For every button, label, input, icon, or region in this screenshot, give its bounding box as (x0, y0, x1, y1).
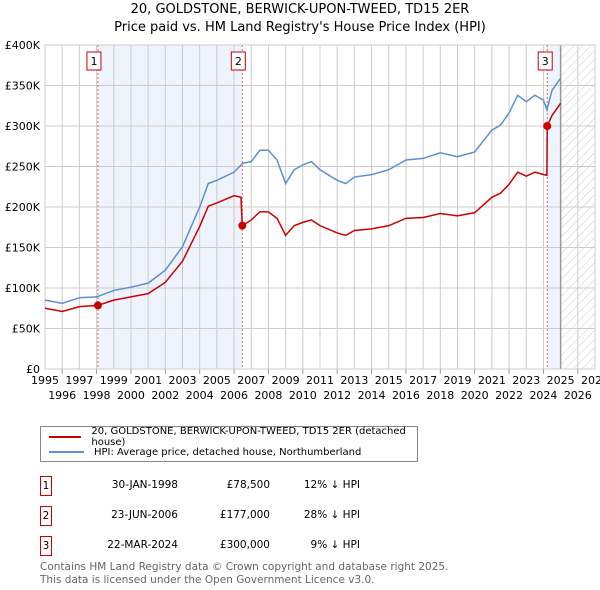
sale-point (543, 122, 552, 130)
sale-marker-label: 1 (90, 55, 97, 68)
sale-marker-label: 2 (40, 506, 52, 526)
sale-price: £300,000 (219, 539, 270, 551)
x-tick-label: 2008 (254, 389, 282, 402)
x-tick-label: 2022 (495, 389, 523, 402)
y-tick-label: £50K (12, 323, 41, 336)
x-tick-label: 2004 (186, 389, 214, 402)
x-tick-label: 2015 (375, 374, 403, 387)
x-tick-label: 2016 (392, 389, 420, 402)
chart-title: 20, GOLDSTONE, BERWICK-UPON-TWEED, TD15 … (130, 2, 470, 17)
x-tick-label: 2026 (564, 389, 592, 402)
sale-marker-label: 3 (542, 55, 549, 68)
legend-label: 20, GOLDSTONE, BERWICK-UPON-TWEED, TD15 … (91, 426, 406, 448)
x-tick-label: 2023 (512, 374, 540, 387)
sale-marker-label: 2 (235, 55, 242, 68)
x-tick-label: 2014 (358, 389, 386, 402)
hpi-line (44, 77, 562, 305)
y-tick-label: £200K (5, 201, 41, 214)
x-tick-label: 2000 (117, 389, 145, 402)
sale-marker-label: 1 (40, 476, 52, 496)
x-tick-label: 2017 (409, 374, 437, 387)
x-tick-label: 2021 (478, 374, 506, 387)
x-tick-label: 2020 (461, 389, 489, 402)
sale-point (93, 301, 102, 310)
sale-hpi-diff: 9% ↓ HPI (310, 539, 360, 551)
y-tick-label: £100K (5, 282, 41, 295)
plot-area: 1995 1996 1997 1998 1999 2000 2001 2002 2003 2004… (5, 39, 600, 402)
y-tick-label: £250K (5, 161, 41, 174)
x-tick-label: 2010 (289, 389, 317, 402)
x-tick-label: 1998 (83, 389, 111, 402)
x-tick-label: 2006 (220, 389, 248, 402)
x-tick-label: 1996 (48, 389, 76, 402)
sale-point (238, 221, 247, 230)
y-tick-label: £300K (5, 120, 41, 133)
y-tick-label: £0 (26, 363, 40, 376)
sale-date: 22-MAR-2024 (107, 539, 178, 551)
legend: 20, GOLDSTONE, BERWICK-UPON-TWEED, TD15 … (40, 426, 418, 462)
y-tick-label: £350K (5, 80, 41, 93)
x-tick-label: 2003 (169, 374, 197, 387)
plot-border (44, 44, 596, 370)
x-tick-label: 2007 (237, 374, 265, 387)
x-tick-label: 2019 (444, 374, 472, 387)
x-tick-label: 2018 (426, 389, 454, 402)
x-tick-label: 2025 (547, 374, 575, 387)
sale-date: 30-JAN-1998 (111, 479, 178, 491)
x-tick-label: 2009 (272, 374, 300, 387)
sale-price: £78,500 (226, 479, 270, 491)
sale-hpi-diff: 28% ↓ HPI (303, 509, 360, 521)
price-paid-line (44, 102, 562, 313)
y-tick-label: £150K (5, 242, 41, 255)
x-tick-label: 2005 (203, 374, 231, 387)
sale-hpi-diff: 12% ↓ HPI (303, 479, 360, 491)
sale-marker-label: 3 (40, 536, 52, 556)
sale-price: £177,000 (219, 509, 270, 521)
sale-marker-box (537, 51, 553, 71)
x-tick-label: 2012 (323, 389, 351, 402)
x-tick-label: 1997 (65, 374, 93, 387)
legend-item-property: 20, GOLDSTONE, BERWICK-UPON-TWEED, TD15 … (49, 426, 417, 448)
legend-item-hpi: HPI: Average price, detached house, Nort… (49, 445, 361, 459)
chart-subtitle: Price paid vs. HM Land Registry's House … (114, 20, 486, 35)
sale-marker-box (230, 51, 246, 71)
legend-swatch-red (49, 436, 82, 438)
x-tick-label: 2027 (581, 374, 600, 387)
legend-label: HPI: Average price, detached house, Nort… (94, 446, 362, 458)
x-tick-label: 2001 (134, 374, 162, 387)
footer-copyright: Contains HM Land Registry data © Crown c… (40, 561, 449, 573)
legend-swatch-blue (49, 451, 84, 453)
sale-marker-box (86, 51, 102, 71)
y-tick-label: £400K (5, 39, 41, 52)
x-tick-label: 1995 (31, 374, 59, 387)
x-tick-label: 2011 (306, 374, 334, 387)
x-tick-label: 2002 (151, 389, 179, 402)
x-tick-label: 1999 (100, 374, 128, 387)
x-tick-label: 2024 (529, 389, 557, 402)
sale-date: 23-JUN-2006 (111, 509, 178, 521)
footer-licence: This data is licensed under the Open Gov… (40, 574, 375, 586)
x-tick-label: 2013 (340, 374, 368, 387)
